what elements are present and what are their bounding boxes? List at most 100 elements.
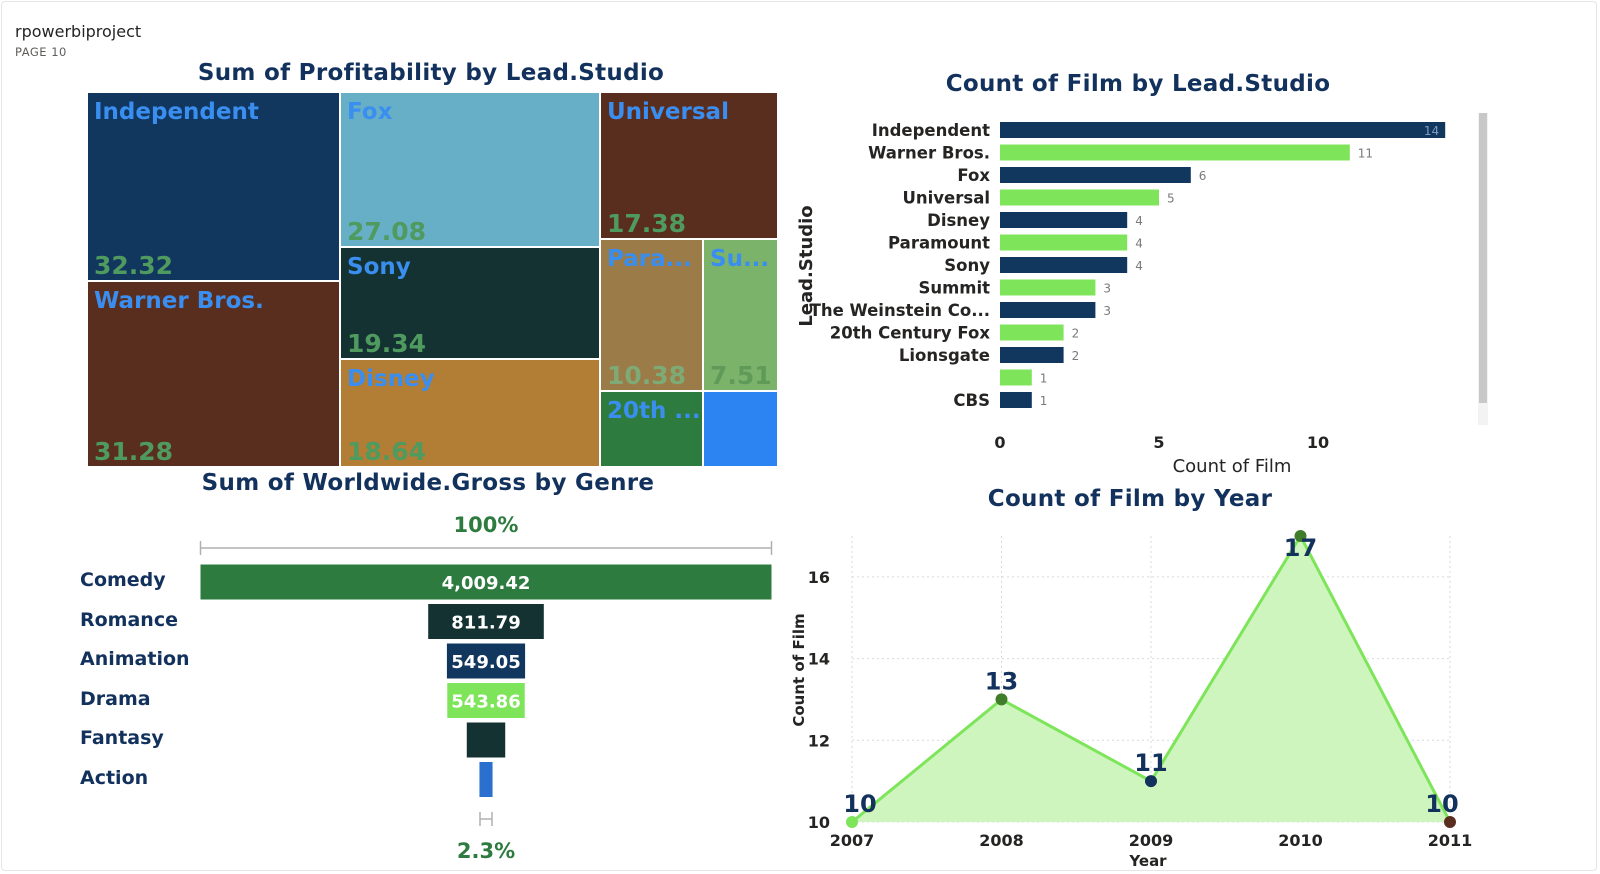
funnel-category-label: Action	[80, 766, 149, 789]
funnel-bar[interactable]	[466, 722, 506, 758]
x-tick-label: 2008	[979, 831, 1024, 850]
treemap-tile[interactable]	[703, 391, 778, 467]
studio-data-label: 11	[1358, 147, 1373, 161]
studio-bar[interactable]	[1000, 279, 1096, 296]
treemap-tile[interactable]: Independent 32.32	[87, 92, 340, 281]
treemap-tile-value: 7.51	[710, 361, 772, 390]
studio-bar[interactable]	[1000, 392, 1032, 408]
funnel-bar[interactable]	[200, 564, 772, 600]
studio-data-label: 2	[1072, 349, 1080, 363]
studio-bar[interactable]	[1000, 212, 1128, 228]
studio-category-label: Independent	[872, 121, 990, 140]
x-tick-label: 10	[1307, 433, 1329, 452]
studio-category-label: 20th Century Fox	[830, 324, 991, 343]
y-axis-title: Count of Film	[790, 613, 808, 726]
data-point[interactable]	[846, 816, 858, 828]
studio-data-label: 2	[1072, 327, 1080, 341]
funnel-data-label: 543.86	[451, 692, 520, 713]
treemap-tile[interactable]: Su... 7.51	[703, 239, 778, 391]
studio-bar[interactable]	[1000, 144, 1350, 161]
funnel-bar[interactable]	[447, 683, 525, 718]
page-number: PAGE 10	[15, 45, 67, 59]
x-tick-label: 5	[1153, 433, 1164, 452]
treemap-tile[interactable]: Fox 27.08	[340, 92, 600, 247]
funnel-data-label: 4,009.42	[442, 573, 531, 594]
studio-category-label: Warner Bros.	[868, 144, 990, 163]
funnel-category-label: Fantasy	[80, 727, 164, 749]
studio-bar[interactable]	[1000, 302, 1096, 318]
studio-category-label: Paramount	[888, 234, 990, 253]
treemap-tile-label: Warner Bros.	[94, 288, 264, 314]
treemap-tile-value: 10.38	[607, 361, 687, 390]
x-axis-title: Count of Film	[1173, 456, 1292, 477]
treemap-tile[interactable]: Para... 10.38	[600, 239, 703, 391]
studio-category-label: Summit	[918, 279, 990, 298]
treemap-tile[interactable]: Universal 17.38	[600, 92, 778, 239]
studio-category-label: Lionsgate	[899, 346, 990, 365]
treemap-tile-value: 18.64	[347, 437, 427, 466]
x-tick-label: 2010	[1278, 831, 1323, 850]
funnel-bar[interactable]	[428, 604, 544, 639]
studio-bar[interactable]	[1000, 347, 1064, 363]
funnel-top-percent: 100%	[454, 513, 519, 537]
studio-category-label: Fox	[957, 166, 990, 185]
x-axis-title: Year	[1128, 852, 1167, 870]
treemap-tile-label: Sony	[347, 254, 411, 280]
data-point[interactable]	[1294, 530, 1307, 542]
studio-bar[interactable]	[1000, 324, 1064, 341]
point-data-label: 11	[1134, 749, 1167, 777]
studio-bar[interactable]	[1000, 189, 1159, 206]
studio-bar[interactable]	[1000, 167, 1191, 183]
funnel-title: Sum of Worldwide.Gross by Genre	[201, 470, 655, 496]
studio-bar[interactable]	[1000, 257, 1128, 273]
profitability-treemap[interactable]: Independent 32.32 Fox 27.08 Universal 17.38 Wa…	[87, 92, 778, 467]
studio-data-label: 1	[1040, 394, 1048, 408]
point-data-label: 10	[1425, 790, 1458, 818]
funnel-bar[interactable]	[446, 643, 526, 679]
treemap-tile-value: 27.08	[347, 217, 427, 246]
treemap-tile[interactable]: Sony 19.34	[340, 247, 600, 359]
studio-bar-title: Count of Film by Lead.Studio	[945, 71, 1331, 97]
x-tick-label: 2009	[1129, 831, 1174, 850]
y-tick-label: 14	[808, 650, 830, 669]
data-point[interactable]	[995, 693, 1008, 706]
studio-bar[interactable]	[1000, 122, 1446, 138]
treemap-tile-label: Su...	[710, 246, 770, 272]
data-point[interactable]	[1145, 775, 1157, 788]
treemap-tile-label: Para...	[607, 246, 692, 272]
treemap-tile-value: 17.38	[607, 209, 687, 238]
studio-data-label: 14	[1424, 124, 1439, 138]
data-point[interactable]	[1444, 816, 1456, 828]
treemap-tile[interactable]: 20th ...	[600, 391, 703, 467]
studio-data-label: 5	[1167, 192, 1175, 206]
report-title: rpowerbiproject	[15, 22, 142, 41]
funnel-data-label: 811.79	[451, 613, 520, 634]
studio-category-label: The Weinstein Co...	[810, 301, 990, 320]
treemap-tile[interactable]: Warner Bros. 31.28	[87, 281, 340, 467]
funnel-category-label: Animation	[80, 648, 190, 670]
studio-bar[interactable]	[1000, 234, 1128, 251]
y-axis-title: Lead.Studio	[796, 205, 817, 326]
studio-category-label: Disney	[927, 211, 990, 230]
funnel-category-label: Romance	[80, 608, 178, 631]
studio-data-label: 4	[1135, 259, 1143, 273]
studio-bar[interactable]	[1000, 369, 1032, 386]
funnel-bar[interactable]	[479, 762, 493, 797]
treemap-tile-label: 20th ...	[607, 398, 701, 424]
studio-data-label: 3	[1103, 282, 1111, 296]
funnel-category-label: Drama	[80, 687, 151, 710]
area-fill	[852, 536, 1450, 822]
studio-category-label: CBS	[953, 391, 990, 410]
point-data-label: 17	[1284, 534, 1317, 562]
scrollbar-thumb[interactable]	[1479, 113, 1487, 403]
studio-data-label: 6	[1199, 169, 1207, 183]
treemap-tile[interactable]: Disney 18.64	[340, 359, 600, 467]
x-tick-label: 2007	[830, 831, 875, 850]
y-tick-label: 10	[808, 813, 830, 832]
y-tick-label: 12	[808, 731, 830, 750]
funnel-bottom-percent: 2.3%	[457, 839, 515, 863]
